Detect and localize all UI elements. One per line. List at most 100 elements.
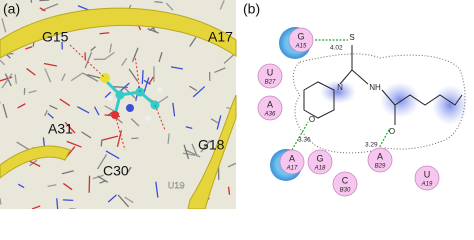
residue-id: A19 <box>421 182 433 188</box>
stick <box>210 118 219 124</box>
hbond <box>377 127 391 151</box>
stick <box>100 139 103 147</box>
residue-id: B30 <box>340 188 351 194</box>
bond <box>339 45 369 85</box>
stick <box>0 59 6 66</box>
hbond-group <box>69 44 166 151</box>
residue-base: A <box>377 151 383 161</box>
stick <box>26 68 36 76</box>
stick <box>147 28 159 34</box>
hbond <box>291 121 309 151</box>
stick <box>66 140 82 148</box>
atom-label: O <box>309 115 315 124</box>
stick <box>189 36 197 47</box>
stick <box>105 150 120 160</box>
stick <box>126 166 132 174</box>
stick <box>43 62 58 67</box>
atom-label: NH <box>369 83 381 92</box>
stick <box>14 74 17 84</box>
hbond-group <box>291 39 391 151</box>
stick <box>47 184 57 188</box>
residue-disc <box>257 95 283 121</box>
nitrogen-atom <box>126 104 134 112</box>
stick <box>61 170 74 175</box>
residue-base: U <box>267 67 274 77</box>
panel-b: (b) S N NH O O 4.02 3.36 3.29 GA15UB27AA… <box>243 1 468 197</box>
stick <box>130 118 140 127</box>
exposure-halo <box>432 85 468 125</box>
residue-disc <box>367 147 393 173</box>
stick <box>116 130 123 148</box>
panel-label: (a) <box>3 1 20 17</box>
stick <box>82 72 99 82</box>
stick <box>141 70 144 84</box>
hydrogen-atom <box>157 87 163 93</box>
residue-label: A31 <box>48 121 73 137</box>
stick <box>61 73 66 82</box>
stick <box>216 115 222 130</box>
residue-disc <box>332 171 358 197</box>
stick <box>0 76 13 82</box>
stick <box>219 0 225 10</box>
stick <box>200 140 211 153</box>
residue-group: G A15 U B27 A A36 A A17 G A18 C B30 A B29 U A19 <box>257 27 440 197</box>
distance-label: 4.02 <box>330 45 343 52</box>
stick <box>158 51 163 63</box>
residue-label: A17 <box>208 29 233 45</box>
stick <box>39 7 46 12</box>
panel-a: (a) G15 A17 A31 G18 C30 U19 <box>0 0 237 209</box>
stick <box>101 135 119 141</box>
stick <box>99 179 107 184</box>
contour <box>292 53 466 154</box>
stick <box>1 73 13 89</box>
stick <box>104 51 115 60</box>
ribbon <box>0 145 71 179</box>
residue-id: A18 <box>314 166 326 172</box>
carbon-atom <box>115 90 125 100</box>
stick <box>70 72 84 82</box>
stick <box>81 131 92 139</box>
stick <box>17 103 26 109</box>
stick <box>59 98 71 107</box>
ribbon <box>187 94 237 209</box>
stick <box>90 46 96 52</box>
residue-id: A36 <box>264 112 276 118</box>
residue-label: C30 <box>103 163 129 179</box>
residue-base: G <box>316 153 323 163</box>
hydrogen-atom <box>107 95 113 101</box>
distance-label: 3.29 <box>365 142 378 149</box>
stick <box>165 2 174 11</box>
stick <box>227 186 231 195</box>
figure: (a) G15 A17 A31 G18 C30 U19 (b) S N NH O… <box>0 0 468 209</box>
hbond <box>154 104 166 131</box>
residue-disc <box>288 27 314 53</box>
exposure-halo <box>320 80 356 104</box>
atom-label: S <box>349 33 354 42</box>
stick <box>223 53 235 64</box>
stick <box>154 0 163 4</box>
stick <box>192 86 206 98</box>
stick <box>56 198 59 209</box>
stick <box>109 43 113 53</box>
stick <box>44 110 48 117</box>
stick <box>121 57 128 66</box>
residue-base: G <box>297 31 304 41</box>
residue-base: U <box>424 169 431 179</box>
stick <box>117 194 130 208</box>
stick <box>64 121 76 134</box>
stick <box>1 18 7 33</box>
residue-id: B27 <box>265 80 276 86</box>
exposure-halo <box>380 82 420 118</box>
stick <box>148 76 154 84</box>
ribbon <box>0 7 237 59</box>
residue-label: G18 <box>198 137 225 153</box>
residue-label: U19 <box>168 180 185 190</box>
ring <box>303 81 335 119</box>
residue-base: A <box>267 99 273 109</box>
stick <box>96 154 108 170</box>
stick <box>39 0 50 2</box>
stick <box>44 68 52 83</box>
ligand <box>100 73 163 121</box>
hydrogen-atom <box>145 115 151 121</box>
stick <box>128 68 139 82</box>
